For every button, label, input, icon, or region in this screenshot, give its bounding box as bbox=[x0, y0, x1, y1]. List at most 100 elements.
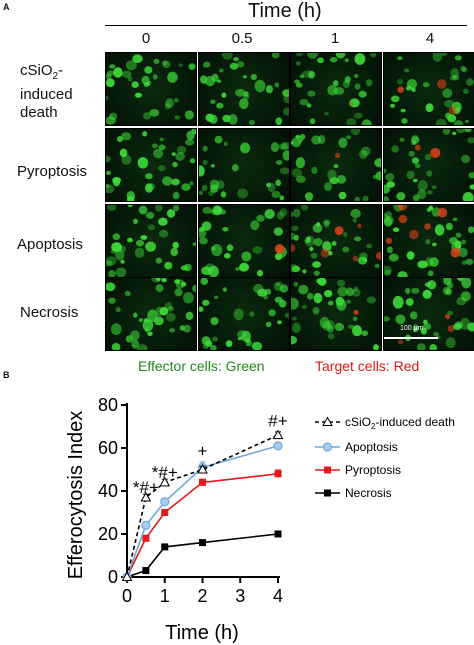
effector-cell bbox=[408, 150, 415, 157]
effector-cell bbox=[152, 74, 158, 80]
micrograph-pyroptosis-1 bbox=[198, 128, 290, 202]
effector-cell bbox=[189, 158, 196, 164]
row-label-apoptosis: Apoptosis bbox=[17, 236, 83, 253]
effector-cell bbox=[216, 180, 225, 190]
effector-cell bbox=[353, 286, 359, 292]
effector-cell bbox=[312, 261, 321, 268]
pyroptosis-marker bbox=[274, 470, 282, 478]
effector-cell bbox=[322, 320, 332, 331]
target-cell bbox=[447, 325, 455, 332]
target-cell bbox=[397, 86, 404, 93]
effector-cell bbox=[264, 209, 275, 219]
effector-cell bbox=[361, 146, 371, 156]
effector-cell bbox=[273, 227, 283, 236]
micrograph-apoptosis-0 bbox=[105, 204, 197, 278]
effector-cell bbox=[295, 135, 301, 139]
effector-cell bbox=[106, 95, 109, 100]
effector-cell bbox=[165, 98, 174, 109]
effector-cell bbox=[461, 278, 472, 289]
effector-cell bbox=[147, 331, 153, 337]
target-cell bbox=[375, 251, 381, 260]
y-axis-label: Efferocytosis Index bbox=[65, 411, 87, 580]
effector-cell bbox=[266, 182, 272, 188]
effector-cell bbox=[121, 70, 132, 78]
effector-cell bbox=[106, 184, 110, 188]
effector-cell bbox=[323, 220, 330, 228]
effector-cell bbox=[189, 181, 194, 186]
effector-cell bbox=[108, 270, 116, 277]
effector-cell bbox=[162, 60, 168, 66]
time-header-line bbox=[105, 25, 467, 26]
effector-cell bbox=[221, 53, 233, 60]
effector-cell bbox=[166, 209, 176, 218]
effector-cell bbox=[214, 135, 223, 144]
effector-cell bbox=[330, 57, 338, 63]
effector-cell bbox=[305, 192, 314, 201]
effector-cell bbox=[107, 70, 115, 76]
effector-cell bbox=[435, 118, 447, 125]
effector-cell bbox=[406, 251, 415, 260]
effector-cell bbox=[181, 183, 191, 191]
effector-cell bbox=[209, 114, 218, 124]
effector-cell bbox=[199, 237, 208, 245]
effector-cell bbox=[445, 222, 453, 231]
effector-cell bbox=[237, 330, 247, 339]
effector-cell bbox=[228, 114, 238, 125]
effector-cell bbox=[366, 243, 372, 249]
effector-cell bbox=[384, 216, 393, 227]
effector-cell bbox=[276, 211, 284, 220]
effector-cell bbox=[352, 325, 362, 337]
time-column-1: 0.5 bbox=[231, 30, 253, 47]
effector-cell bbox=[250, 73, 257, 81]
row-label-necrosis: Necrosis bbox=[20, 304, 79, 321]
effector-cell bbox=[329, 177, 339, 185]
micrograph-necrosis-3 bbox=[383, 277, 474, 351]
effector-cell bbox=[384, 269, 391, 275]
effector-cell bbox=[463, 88, 469, 94]
effector-cell bbox=[200, 278, 209, 285]
effector-cell bbox=[370, 53, 377, 58]
micrograph-pyroptosis-2 bbox=[290, 128, 382, 202]
effector-cell bbox=[202, 299, 210, 306]
effector-cell bbox=[295, 82, 303, 88]
effector-cell bbox=[420, 327, 427, 335]
effector-cell bbox=[106, 170, 111, 175]
target-cell bbox=[414, 144, 421, 151]
effector-cell bbox=[293, 281, 299, 287]
x-tick-label: 1 bbox=[160, 586, 170, 606]
effector-cell bbox=[153, 148, 164, 159]
effector-cell bbox=[454, 240, 462, 249]
effector-cell bbox=[127, 76, 133, 82]
effector-cell bbox=[125, 60, 137, 71]
effector-cell bbox=[313, 270, 320, 276]
effector-cell bbox=[271, 53, 280, 59]
effector-cell bbox=[143, 112, 152, 120]
effector-cell bbox=[278, 299, 287, 308]
effector-cell bbox=[243, 91, 249, 97]
effector-cell bbox=[155, 257, 162, 264]
effector-cell bbox=[170, 247, 178, 257]
effector-cell bbox=[461, 66, 467, 73]
effector-cell bbox=[429, 257, 439, 267]
effector-cell bbox=[452, 323, 462, 331]
necrosis-marker bbox=[324, 489, 331, 497]
effector-cell bbox=[111, 242, 122, 253]
effector-cell bbox=[199, 165, 205, 177]
effector-cell bbox=[461, 154, 471, 164]
effector-cell bbox=[172, 191, 180, 200]
effector-cell bbox=[334, 322, 345, 332]
x-tick-label: 4 bbox=[273, 586, 283, 606]
necrosis-marker bbox=[199, 539, 206, 547]
csio2-marker bbox=[272, 429, 284, 440]
effector-cell bbox=[113, 67, 123, 78]
effector-cell bbox=[138, 318, 144, 323]
effector-cell bbox=[304, 235, 316, 247]
effector-cell bbox=[167, 306, 174, 312]
effector-cell bbox=[342, 80, 350, 89]
effector-cell bbox=[460, 65, 466, 72]
effector-cell bbox=[270, 142, 279, 153]
effector-cell bbox=[311, 166, 318, 174]
effector-cell bbox=[273, 281, 284, 291]
target-cell bbox=[437, 79, 447, 89]
effector-cell bbox=[210, 317, 219, 326]
